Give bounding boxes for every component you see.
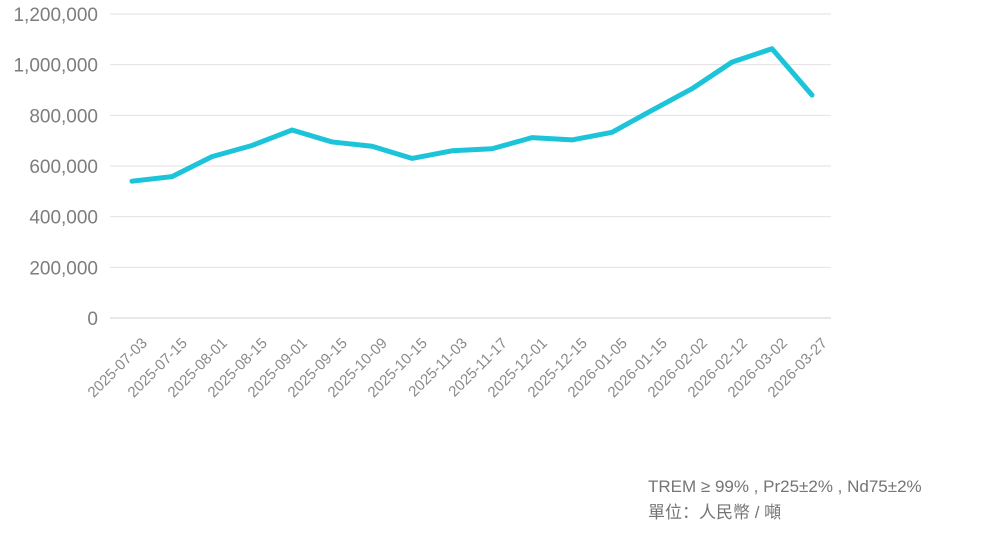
y-axis-label: 200,000 (29, 258, 98, 279)
y-axis-label: 0 (87, 309, 98, 330)
y-axis-label: 800,000 (29, 106, 98, 127)
y-axis-label: 400,000 (29, 208, 98, 229)
unit-text: 單位：人民幣 / 噸 (648, 503, 782, 522)
y-axis-label: 1,200,000 (13, 5, 98, 26)
y-axis-labels-group: 0 200,000 400,000 600,000 800,000 1,000,000 1,… (13, 5, 98, 330)
spec-text: TREM ≥ 99% , Pr25±2% , Nd75±2% (648, 477, 922, 496)
price-line (129, 46, 815, 184)
price-line-chart: 0 200,000 400,000 600,000 800,000 1,000,000 1,… (13, 5, 831, 401)
gridlines-group (110, 13, 831, 319)
y-axis-label: 1,000,000 (13, 56, 98, 77)
footer-note: TREM ≥ 99% , Pr25±2% , Nd75±2% 單位：人民幣 / … (648, 474, 922, 526)
x-axis-labels-group: 2025-07-032025-07-152025-08-012025-08-15… (85, 335, 831, 401)
y-axis-label: 600,000 (29, 157, 98, 178)
